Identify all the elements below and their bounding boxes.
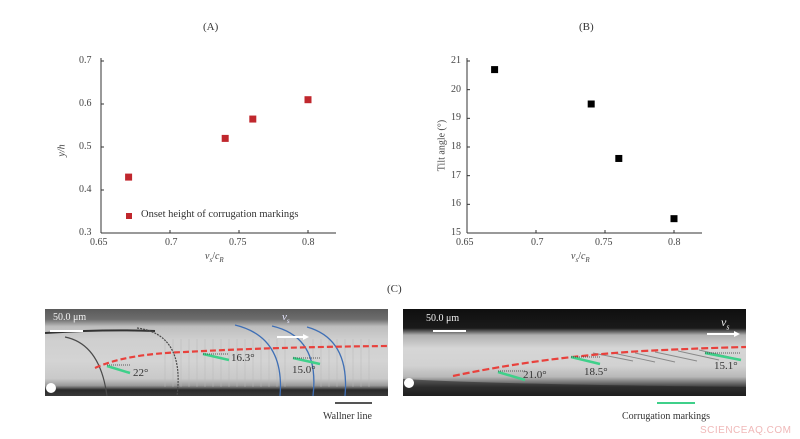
data-point-marker bbox=[304, 96, 312, 104]
chart-a-xtick-label: 0.65 bbox=[90, 237, 108, 248]
watermark: SCIENCEAQ.COM bbox=[700, 425, 792, 436]
corrugation-legend-swatch bbox=[657, 402, 695, 404]
velocity-label: vs bbox=[282, 311, 290, 326]
onset-dashed-line bbox=[452, 345, 746, 378]
chart-b-ytick-label: 16 bbox=[451, 198, 461, 209]
chart-a-xtick-label: 0.7 bbox=[165, 237, 178, 248]
data-point-marker bbox=[249, 115, 257, 123]
chart-b-ytick-label: 21 bbox=[451, 55, 461, 66]
micrograph-right: 50.0 μm vs 21.0° 18.5° 15.1° bbox=[403, 309, 746, 396]
chart-a-ytick-label: 0.5 bbox=[79, 141, 92, 152]
chart-b-ytick-label: 20 bbox=[451, 84, 461, 95]
wallner-line-blue bbox=[234, 324, 282, 396]
chart-b-xtick-label: 0.65 bbox=[456, 237, 474, 248]
chart-b bbox=[466, 58, 702, 234]
chart-b-y-ticks bbox=[467, 60, 470, 234]
velocity-label: vs bbox=[721, 315, 730, 332]
data-point-marker bbox=[670, 215, 678, 223]
chart-b-y-axis-title: Tilt angle (°) bbox=[436, 119, 448, 172]
scale-bar-label: 50.0 μm bbox=[426, 313, 460, 324]
chart-b-ytick-label: 15 bbox=[451, 227, 461, 238]
chart-b-xtick-label: 0.8 bbox=[668, 237, 681, 248]
chart-b-xtick-label: 0.7 bbox=[531, 237, 544, 248]
angle-label: 15.0° bbox=[292, 364, 316, 376]
angle-label: 16.3° bbox=[231, 352, 255, 364]
chart-a-points bbox=[125, 96, 312, 181]
wallner-legend-swatch bbox=[335, 402, 372, 404]
chart-b-ytick-label: 19 bbox=[451, 112, 461, 123]
chart-a-x-ticks bbox=[100, 230, 309, 233]
chart-a-xtick-label: 0.75 bbox=[229, 237, 247, 248]
chart-a bbox=[100, 58, 336, 234]
chart-b-x-ticks bbox=[466, 230, 675, 233]
data-point-marker bbox=[491, 66, 499, 74]
chart-b-ytick-label: 18 bbox=[451, 141, 461, 152]
onset-dashed-line bbox=[94, 344, 388, 369]
data-point-marker bbox=[587, 100, 595, 108]
data-point-marker bbox=[221, 134, 229, 142]
panel-a-label: (A) bbox=[203, 21, 219, 33]
chart-a-x-axis-title: vs/cR bbox=[205, 251, 224, 264]
chart-b-x-axis-title: vs/cR bbox=[571, 251, 590, 264]
data-point-marker bbox=[125, 173, 133, 181]
panel-b-label: (B) bbox=[579, 21, 594, 33]
chart-a-y-axis-title: y/h bbox=[56, 144, 68, 157]
chart-b-ytick-label: 17 bbox=[451, 170, 461, 181]
chart-a-ytick-label: 0.7 bbox=[79, 55, 92, 66]
wallner-line-blue bbox=[271, 325, 315, 396]
wallner-legend-label: Wallner line bbox=[323, 411, 372, 422]
corrugation-legend-label: Corrugation markings bbox=[622, 411, 711, 422]
chart-a-ytick-label: 0.6 bbox=[79, 98, 92, 109]
chart-a-xtick-label: 0.8 bbox=[302, 237, 315, 248]
chart-b-points bbox=[491, 66, 678, 223]
chart-a-ytick-label: 0.4 bbox=[79, 184, 92, 195]
angle-label: 18.5° bbox=[584, 366, 608, 378]
scale-bar-label: 50.0 μm bbox=[53, 312, 87, 323]
chart-a-legend-label: Onset height of corrugation markings bbox=[141, 209, 299, 220]
legend-marker-square bbox=[126, 213, 132, 219]
chart-b-xtick-label: 0.75 bbox=[595, 237, 613, 248]
micrograph-left: 50.0 μm vs 22° 16.3° 15.0° bbox=[45, 309, 388, 396]
angle-label: 21.0° bbox=[523, 369, 547, 381]
chart-a-ytick-label: 0.3 bbox=[79, 227, 92, 238]
angle-label: 22° bbox=[133, 367, 149, 379]
angle-label: 15.1° bbox=[714, 360, 738, 372]
panel-c-label: (C) bbox=[387, 283, 402, 295]
wallner-line-blue bbox=[306, 326, 347, 396]
data-point-marker bbox=[615, 154, 623, 162]
